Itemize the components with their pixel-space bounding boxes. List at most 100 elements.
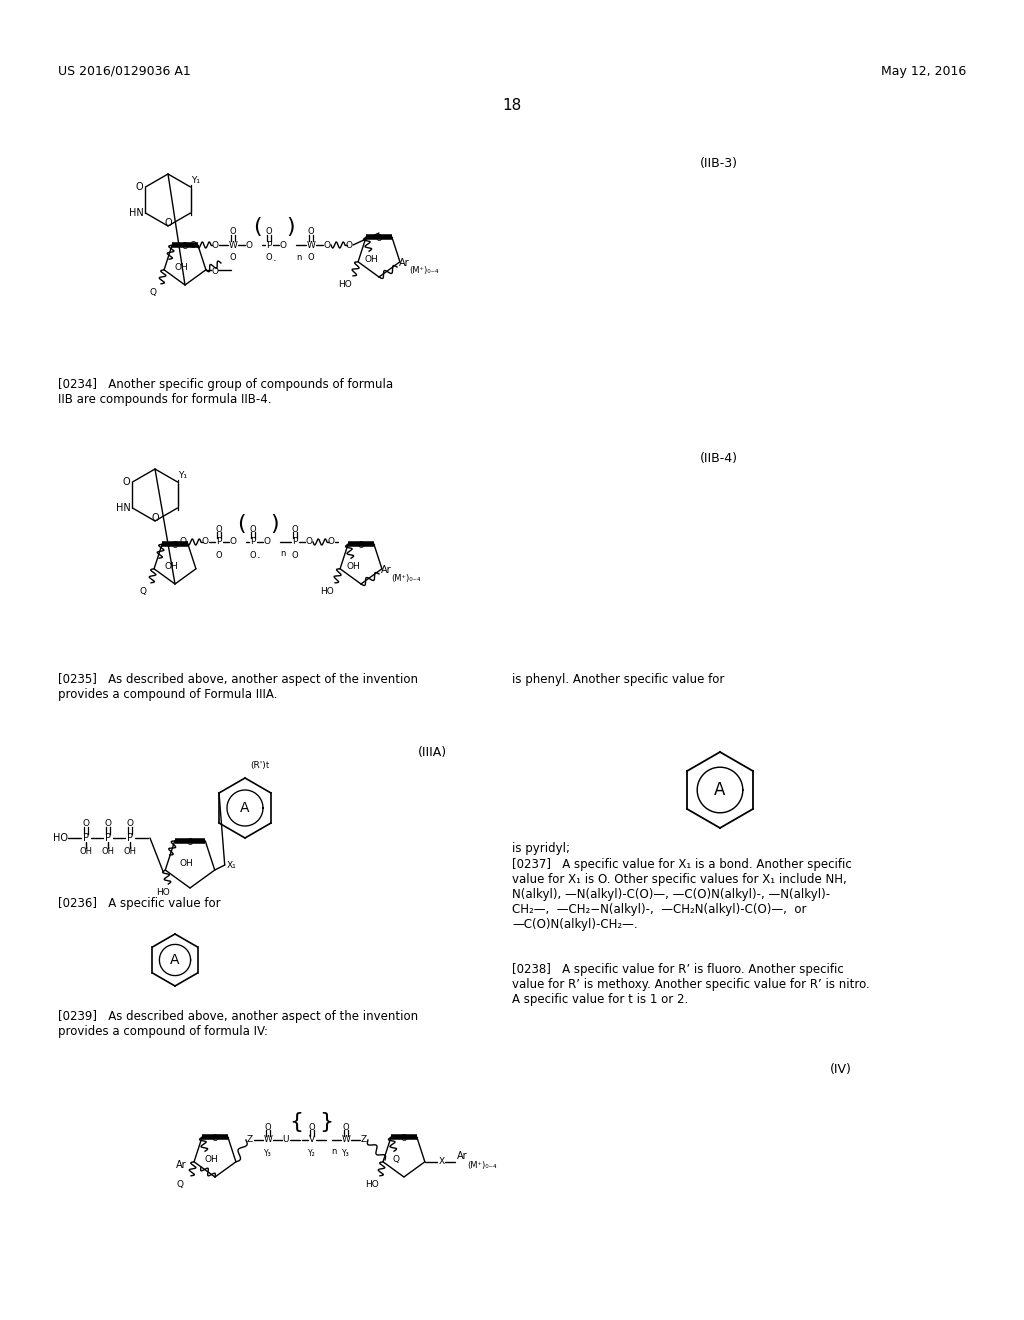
Text: O: O: [83, 820, 89, 829]
Text: O: O: [246, 240, 253, 249]
Text: O: O: [292, 524, 298, 533]
Text: OH: OH: [101, 847, 115, 857]
Text: is pyridyl;: is pyridyl;: [512, 842, 570, 855]
Text: O: O: [189, 240, 197, 249]
Text: O: O: [181, 242, 188, 251]
Text: Z: Z: [247, 1135, 253, 1144]
Text: OH: OH: [204, 1155, 218, 1164]
Text: O: O: [264, 1122, 271, 1131]
Text: Ar: Ar: [457, 1151, 468, 1160]
Text: O: O: [136, 182, 143, 191]
Text: (: (: [253, 216, 261, 238]
Text: P: P: [292, 537, 298, 546]
Text: ): ): [270, 513, 280, 535]
Text: O: O: [376, 234, 382, 243]
Text: t: t: [266, 762, 269, 770]
Text: O: O: [202, 537, 209, 546]
Text: Q: Q: [176, 1180, 183, 1189]
Text: n: n: [331, 1147, 336, 1156]
Text: X: X: [439, 1158, 445, 1167]
Text: O: O: [265, 227, 272, 236]
Text: Y₁: Y₁: [191, 176, 201, 185]
Text: O: O: [104, 820, 112, 829]
Text: US 2016/0129036 A1: US 2016/0129036 A1: [58, 65, 190, 78]
Text: 18: 18: [503, 98, 521, 114]
Text: HO: HO: [365, 1180, 379, 1189]
Text: HO: HO: [157, 888, 170, 898]
Text: P: P: [266, 240, 271, 249]
Text: A: A: [715, 781, 726, 799]
Text: P: P: [105, 833, 111, 843]
Text: OH: OH: [124, 847, 136, 857]
Text: OH: OH: [174, 263, 187, 272]
Text: (M⁺)₀₋₄: (M⁺)₀₋₄: [409, 267, 438, 276]
Text: A: A: [241, 801, 250, 814]
Text: n: n: [296, 252, 301, 261]
Text: Q: Q: [150, 288, 156, 297]
Text: O: O: [172, 541, 178, 550]
Text: O: O: [305, 537, 312, 546]
Text: Y₂: Y₂: [308, 1148, 315, 1158]
Text: O: O: [400, 1134, 408, 1143]
Text: Z: Z: [360, 1135, 367, 1144]
Text: HO: HO: [321, 587, 334, 595]
Text: May 12, 2016: May 12, 2016: [881, 65, 966, 78]
Text: O: O: [164, 218, 172, 228]
Text: [0236]   A specific value for: [0236] A specific value for: [58, 898, 220, 909]
Text: O: O: [212, 1134, 218, 1143]
Text: OH: OH: [365, 255, 378, 264]
Text: is phenyl. Another specific value for: is phenyl. Another specific value for: [512, 673, 724, 686]
Text: (IV): (IV): [830, 1063, 852, 1076]
Text: (IIB-3): (IIB-3): [700, 157, 738, 170]
Text: (IIB-4): (IIB-4): [700, 451, 738, 465]
Text: U: U: [283, 1135, 289, 1144]
Text: A: A: [170, 953, 180, 968]
Text: O: O: [343, 1122, 349, 1131]
Text: [0235]   As described above, another aspect of the invention
provides a compound: [0235] As described above, another aspec…: [58, 673, 418, 701]
Text: HO: HO: [338, 280, 352, 289]
Text: .: .: [257, 550, 261, 560]
Text: n: n: [280, 549, 286, 558]
Text: O: O: [265, 253, 272, 263]
Text: O: O: [280, 240, 287, 249]
Text: W: W: [306, 240, 315, 249]
Text: {: {: [289, 1111, 303, 1133]
Text: OH: OH: [80, 847, 92, 857]
Text: O: O: [179, 537, 186, 546]
Text: O: O: [292, 550, 298, 560]
Text: O: O: [250, 524, 256, 533]
Text: Q: Q: [139, 587, 146, 595]
Text: }: }: [318, 1111, 333, 1133]
Text: O: O: [357, 541, 365, 550]
Text: HN: HN: [129, 209, 143, 218]
Text: Ar: Ar: [399, 257, 410, 268]
Text: P: P: [127, 833, 133, 843]
Text: OH: OH: [346, 562, 359, 572]
Text: [0234]   Another specific group of compounds of formula
IIB are compounds for fo: [0234] Another specific group of compoun…: [58, 378, 393, 407]
Text: W: W: [341, 1135, 350, 1144]
Text: V: V: [309, 1135, 315, 1144]
Text: P: P: [250, 537, 256, 546]
Text: Ar: Ar: [381, 565, 391, 576]
Text: Y₃: Y₃: [264, 1148, 271, 1158]
Text: O: O: [216, 524, 222, 533]
Text: W: W: [228, 240, 238, 249]
Text: Y₁: Y₁: [178, 471, 187, 480]
Text: [0237]   A specific value for X₁ is a bond. Another specific
value for X₁ is O. : [0237] A specific value for X₁ is a bond…: [512, 858, 852, 931]
Text: .: .: [273, 253, 276, 263]
Text: O: O: [212, 240, 218, 249]
Text: O: O: [229, 537, 237, 546]
Text: OH: OH: [180, 859, 194, 869]
Text: O: O: [229, 227, 237, 236]
Text: (IIIA): (IIIA): [418, 746, 447, 759]
Text: O: O: [152, 513, 159, 523]
Text: O: O: [307, 253, 314, 263]
Text: Ar: Ar: [176, 1160, 187, 1170]
Text: X₁: X₁: [226, 861, 237, 870]
Text: HN: HN: [116, 503, 130, 513]
Text: ): ): [287, 216, 295, 238]
Text: (: (: [237, 513, 246, 535]
Text: HO: HO: [53, 833, 68, 843]
Text: O: O: [123, 477, 130, 487]
Text: [0238]   A specific value for R’ is fluoro. Another specific
value for R’ is met: [0238] A specific value for R’ is fluoro…: [512, 964, 869, 1006]
